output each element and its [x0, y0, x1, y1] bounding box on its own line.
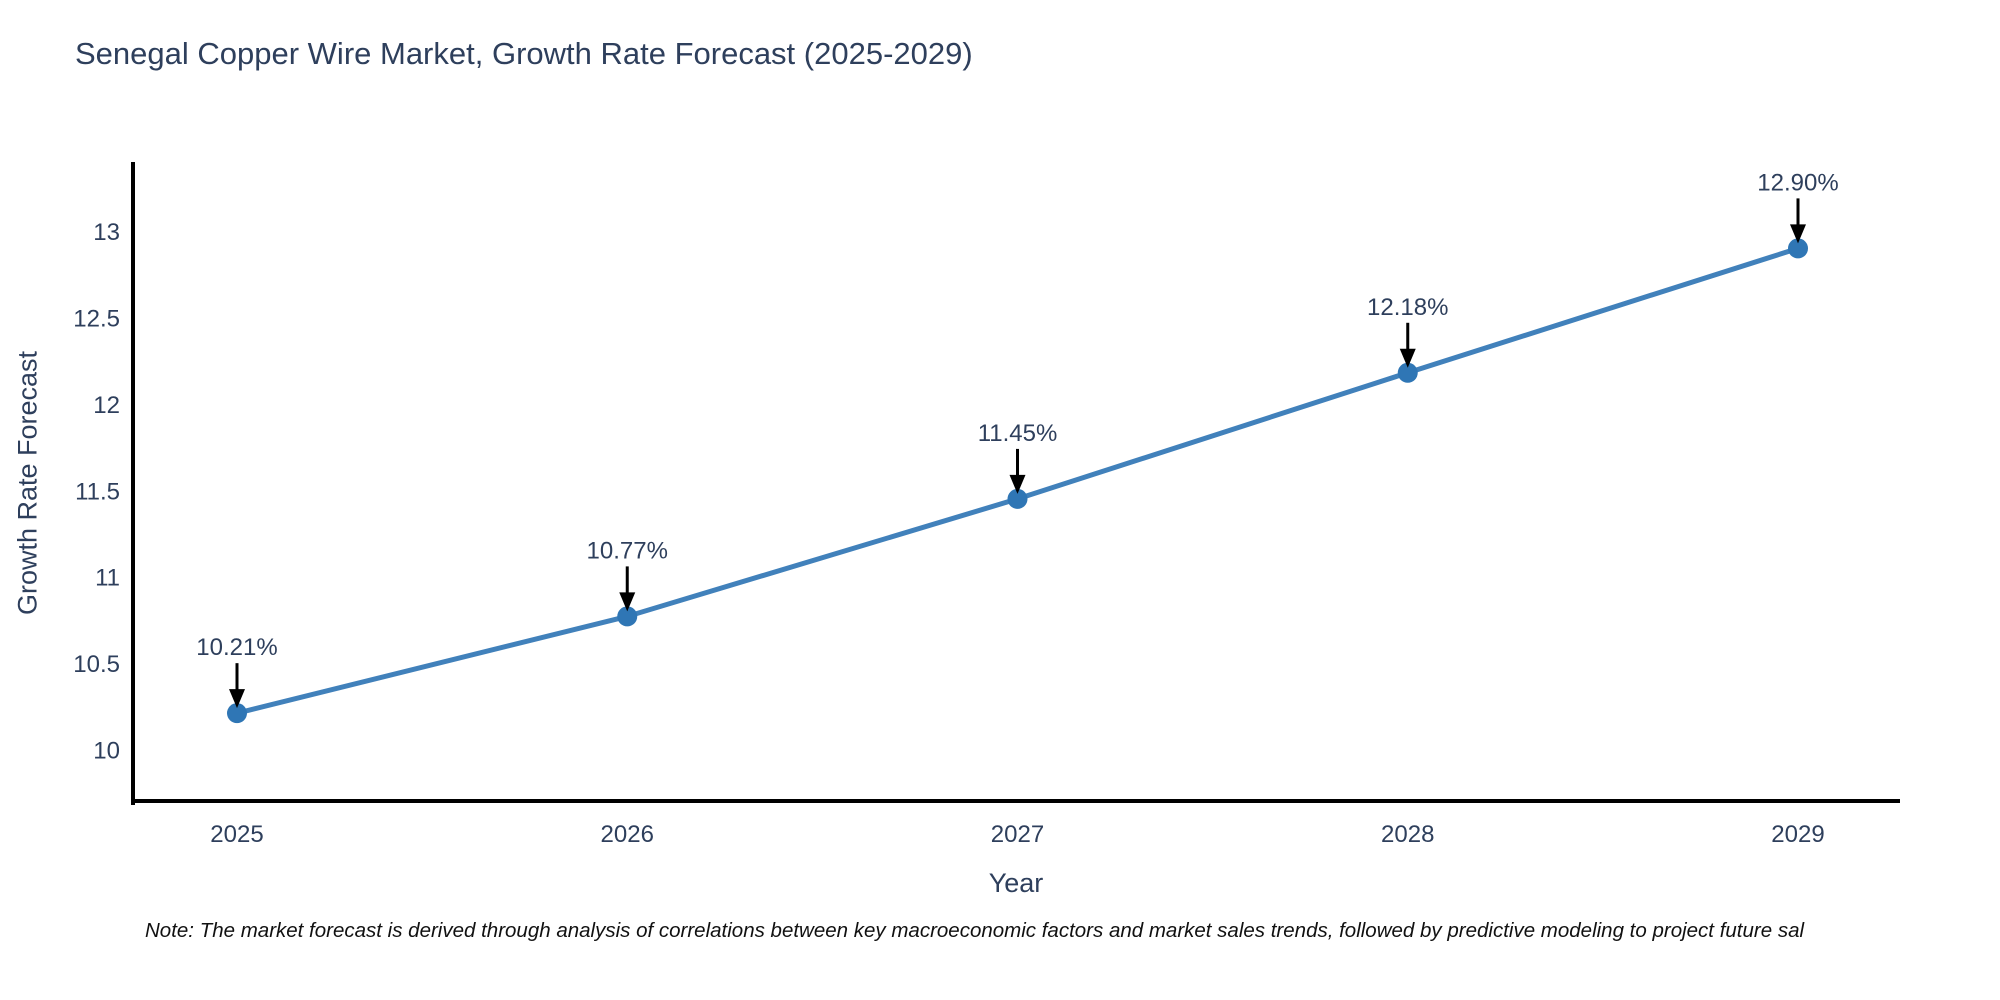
- annotation-label: 10.77%: [587, 537, 668, 564]
- y-tick-label: 10: [93, 737, 120, 764]
- y-tick-label: 13: [93, 219, 120, 246]
- data-point: [1007, 488, 1028, 509]
- annotation-arrowhead: [1009, 474, 1026, 494]
- y-tick-label: 11.5: [75, 478, 120, 505]
- x-axis-title: Year: [988, 868, 1044, 898]
- annotation-arrowhead: [229, 689, 245, 709]
- y-tick-label: 11: [95, 565, 120, 592]
- y-tick-label: 10.5: [73, 651, 120, 678]
- annotation-label: 12.90%: [1757, 169, 1838, 196]
- annotation-label: 11.45%: [978, 420, 1058, 447]
- annotation-arrowhead: [1790, 224, 1806, 244]
- x-tick-label: 2028: [1381, 821, 1434, 848]
- x-tick-label: 2029: [1771, 821, 1824, 848]
- annotation-label: 10.21%: [196, 634, 277, 661]
- x-tick-label: 2027: [991, 821, 1044, 848]
- data-point: [1788, 238, 1808, 259]
- footnote: Note: The market forecast is derived thr…: [145, 919, 1805, 942]
- x-tick-label: 2025: [210, 821, 263, 848]
- x-tick-label: 2026: [601, 821, 654, 848]
- data-point: [617, 606, 638, 627]
- y-tick-label: 12.5: [73, 305, 120, 332]
- annotation-arrowhead: [619, 592, 636, 612]
- annotation-label: 12.18%: [1367, 294, 1448, 321]
- data-point: [227, 703, 247, 724]
- y-tick-label: 12: [93, 392, 120, 419]
- annotation-arrowhead: [1399, 348, 1416, 368]
- chart-title: Senegal Copper Wire Market, Growth Rate …: [75, 36, 973, 71]
- data-point: [1397, 362, 1418, 383]
